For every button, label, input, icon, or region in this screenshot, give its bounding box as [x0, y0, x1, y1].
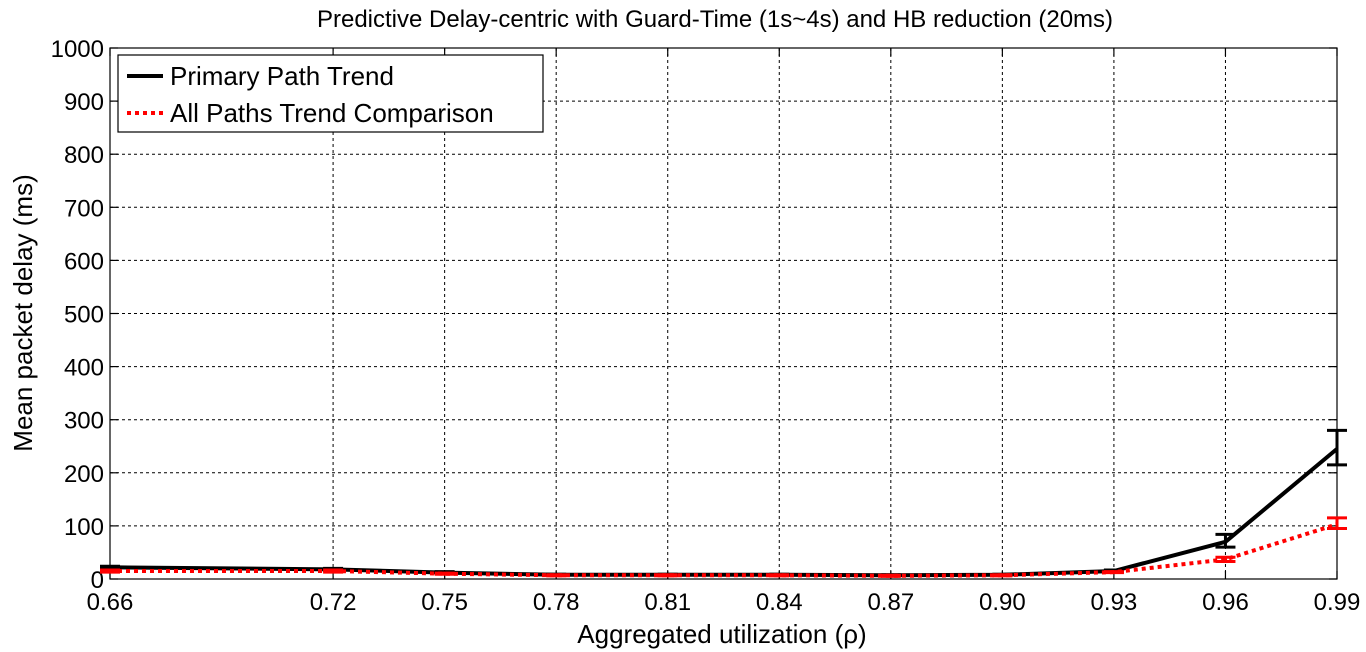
x-tick-label: 0.81	[644, 589, 691, 616]
data-point	[1112, 570, 1116, 574]
y-tick-label: 100	[64, 514, 104, 541]
y-tick-label: 0	[91, 567, 104, 594]
legend-box	[117, 54, 544, 133]
legend: Primary Path Trend All Paths Trend Compa…	[117, 54, 544, 133]
y-tick-label: 800	[64, 142, 104, 169]
grid-lines	[110, 48, 1337, 579]
chart-title: Predictive Delay-centric with Guard-Time…	[317, 6, 1113, 33]
data-point	[1223, 557, 1227, 561]
data-point	[1223, 540, 1227, 544]
y-tick-label: 300	[64, 408, 104, 435]
x-tick-label: 0.90	[979, 589, 1026, 616]
y-tick-label: 900	[64, 89, 104, 116]
x-tick-label: 0.99	[1314, 589, 1361, 616]
data-point	[1000, 573, 1004, 577]
data-point	[443, 572, 447, 576]
x-tick-label: 0.87	[867, 589, 914, 616]
data-point	[777, 573, 781, 577]
x-tick-label: 0.72	[310, 589, 357, 616]
legend-label-all-paths: All Paths Trend Comparison	[170, 98, 494, 128]
y-tick-label: 1000	[51, 36, 104, 63]
legend-label-primary: Primary Path Trend	[170, 61, 394, 91]
data-point	[108, 565, 112, 569]
data-point	[889, 574, 893, 578]
series-1	[100, 516, 1347, 578]
data-point	[1335, 522, 1339, 526]
y-tick-label: 200	[64, 461, 104, 488]
x-axis-label: Aggregated utilization (ρ)	[577, 619, 866, 649]
data-point	[108, 569, 112, 573]
data-point	[331, 569, 335, 573]
x-tick-label: 0.78	[533, 589, 580, 616]
y-axis-label: Mean packet delay (ms)	[8, 174, 38, 451]
data-point	[666, 573, 670, 577]
y-tick-label: 400	[64, 355, 104, 382]
y-tick-label: 700	[64, 195, 104, 222]
x-tick-label: 0.93	[1091, 589, 1138, 616]
x-tick-label: 0.84	[756, 589, 803, 616]
data-point	[554, 573, 558, 577]
x-tick-label: 0.66	[87, 589, 134, 616]
series-layer	[100, 428, 1347, 578]
series-line	[110, 522, 1338, 578]
x-tick-label: 0.75	[421, 589, 468, 616]
x-tick-label: 0.96	[1202, 589, 1249, 616]
axis-ticks: 0.66 0.72 0.75 0.78 0.81 0.84 0.87 0.90 0.93 0.96…	[51, 36, 1361, 616]
data-point	[1335, 447, 1339, 451]
y-tick-label: 500	[64, 302, 104, 329]
y-tick-label: 600	[64, 248, 104, 275]
